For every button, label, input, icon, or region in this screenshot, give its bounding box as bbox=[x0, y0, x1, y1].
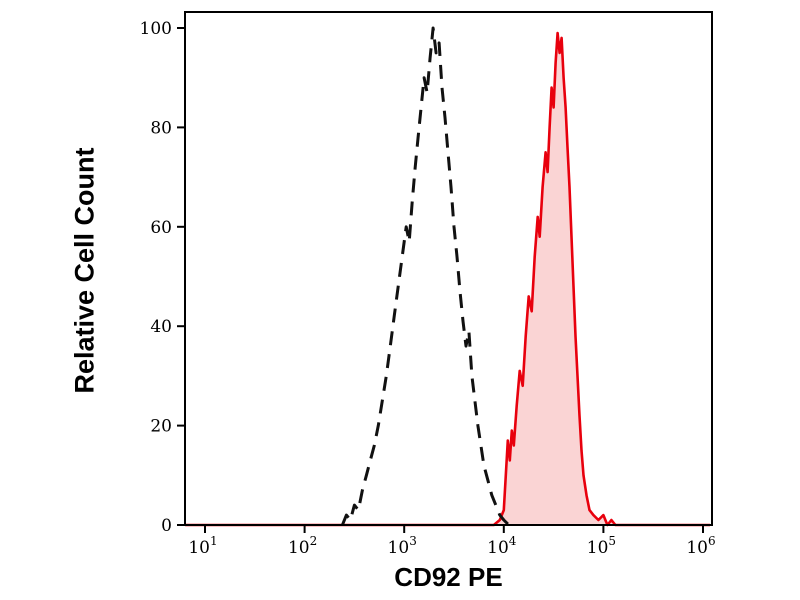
x-tick-label: 101 bbox=[188, 534, 217, 558]
x-axis-title: CD92 PE bbox=[394, 562, 503, 592]
x-tick-label: 102 bbox=[288, 534, 317, 558]
stain-fill-area bbox=[185, 33, 711, 525]
plot-border bbox=[184, 11, 713, 526]
y-tick-label: 80 bbox=[150, 118, 172, 138]
x-tick-label: 105 bbox=[587, 534, 616, 558]
isotype-dashed-curve bbox=[341, 26, 510, 527]
y-tick-label: 20 bbox=[150, 417, 172, 437]
x-tick-label: 106 bbox=[686, 534, 715, 558]
x-tick-label: 104 bbox=[487, 534, 517, 558]
x-tick-label: 103 bbox=[388, 534, 417, 558]
y-tick-label: 40 bbox=[150, 317, 172, 337]
y-tick-label: 100 bbox=[140, 19, 172, 39]
y-tick-label: 60 bbox=[150, 218, 172, 238]
y-tick-label: 0 bbox=[161, 516, 172, 536]
stain-curve bbox=[185, 31, 710, 527]
